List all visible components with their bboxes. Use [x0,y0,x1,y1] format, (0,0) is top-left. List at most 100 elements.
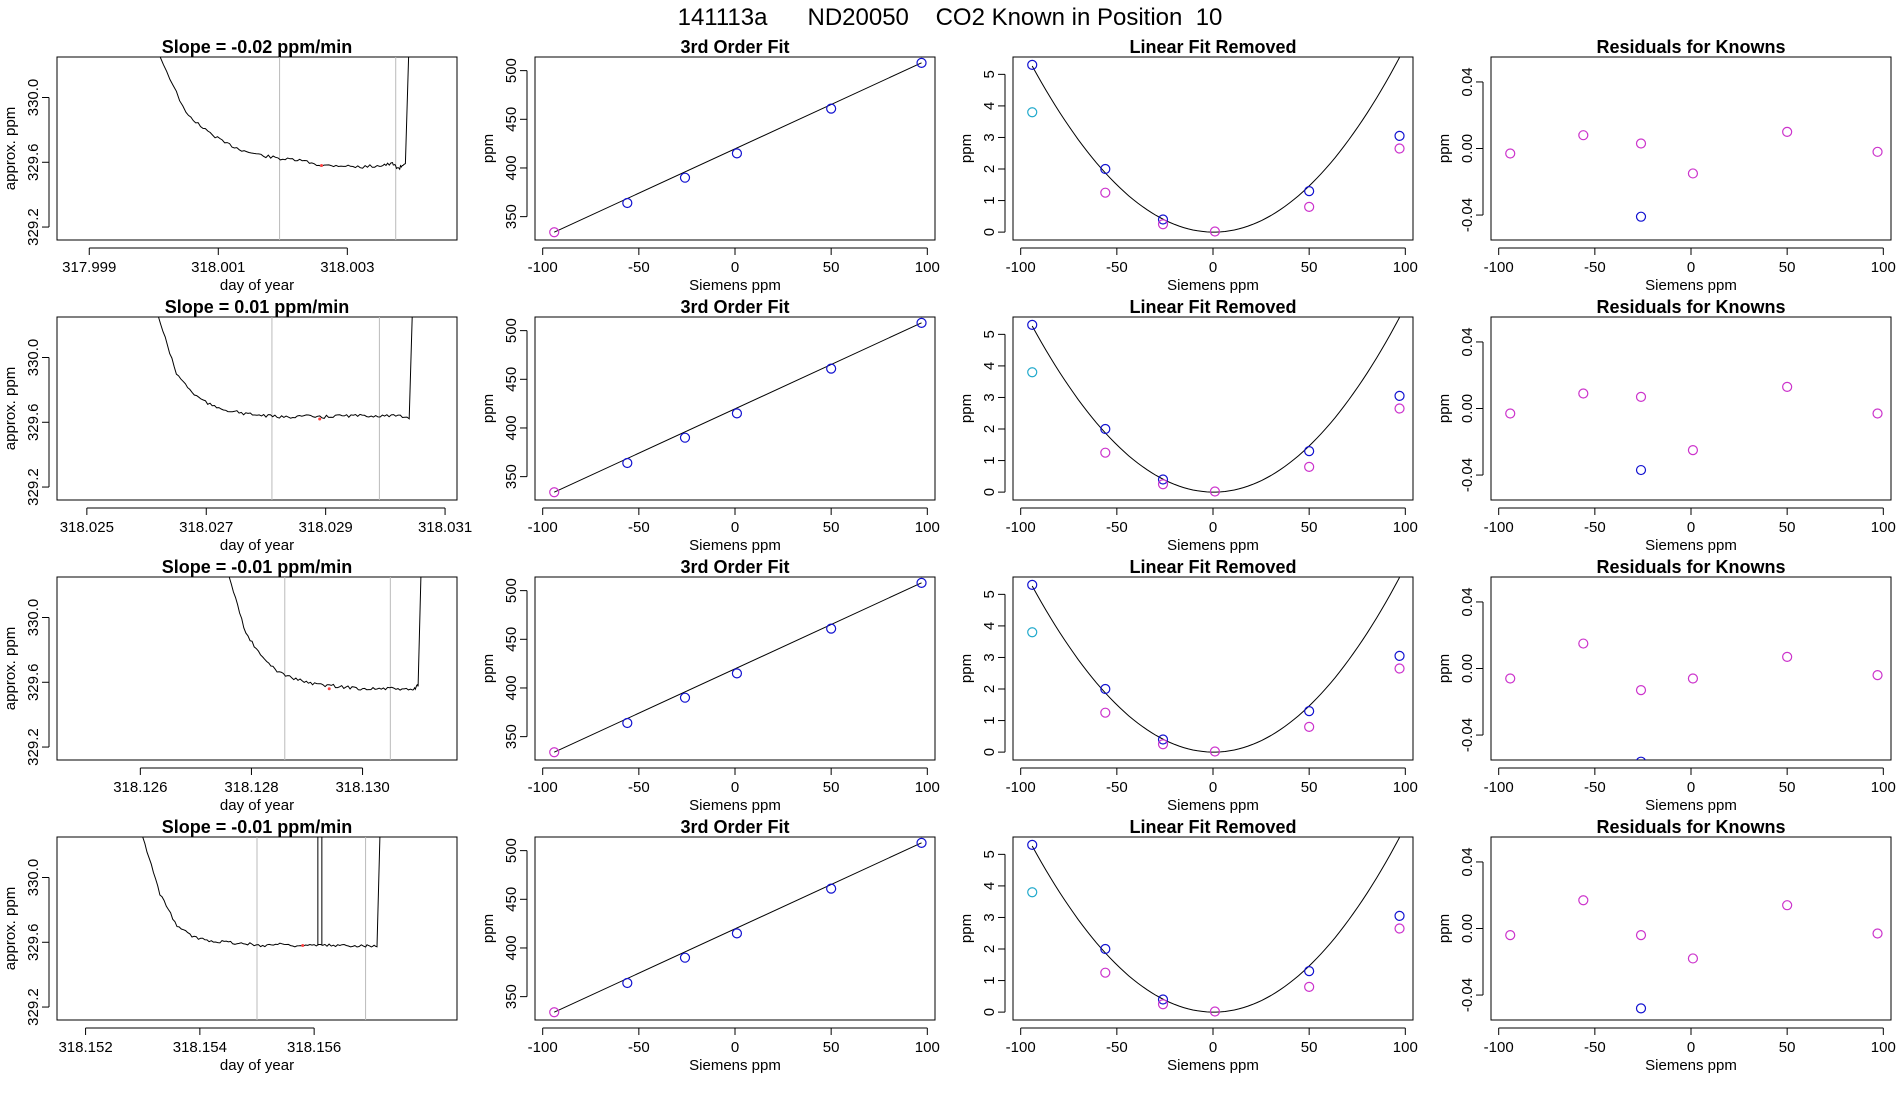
data-point [1027,107,1038,118]
x-tick-label: 50 [1779,1039,1796,1056]
panel-3-3: Residuals for Knowns -100 -50 0 50 100 Siemens… [1436,817,1896,1074]
panel-0-3: Residuals for Knowns -100 -50 0 50 100 Siemens… [1436,37,1896,294]
data-point [1157,214,1169,225]
plot-frame [1012,576,1414,761]
data-point [622,717,633,729]
plot-area [1505,126,1883,222]
data-point [1304,445,1315,457]
data-point [1304,721,1315,732]
data-point [731,928,743,939]
y-tick-label: 4 [981,882,998,890]
x-tick-label: 100 [915,259,940,276]
x-tick-label: -100 [528,259,558,276]
plot-frame [534,576,936,761]
data-point [1394,910,1405,921]
y-tick-label: 329.2 [25,728,42,766]
x-tick-label: -100 [528,519,558,536]
x-tick-label: 50 [1301,519,1318,536]
y-axis-label: ppm [958,134,975,163]
plot-area [549,317,927,498]
y-axis-label: ppm [480,914,497,943]
data-point [1157,999,1169,1010]
plot-area [1027,837,1405,1017]
x-axis-label: Siemens ppm [689,537,781,554]
data-point [1100,943,1111,955]
x-tick-label: -50 [1584,519,1606,536]
plot-area [1027,577,1405,757]
data-point [1687,444,1699,456]
panel-title: Linear Fit Removed [1129,37,1296,57]
x-tick-label: -100 [1006,1039,1036,1056]
y-tick-label: 329.6 [25,923,42,961]
x-tick-label: 50 [1301,259,1318,276]
data-point [731,668,743,679]
plot-frame [1012,56,1414,241]
x-tick-label: 318.029 [299,519,353,536]
x-tick-label: 50 [1779,779,1796,796]
data-point [916,837,927,848]
x-tick-label: 0 [731,779,739,796]
panel-1-0: Slope = 0.01 ppm/min 318.025 318.027 318.02… [2,297,472,554]
y-tick-label: 329.2 [25,988,42,1026]
y-axis-label: approx. ppm [2,627,19,710]
fit-line [554,322,922,493]
panel-title: Linear Fit Removed [1129,297,1296,317]
data-point [549,1007,560,1018]
data-point [1635,1003,1647,1014]
y-tick-label: 500 [503,58,520,83]
data-point [1157,479,1169,490]
y-tick-label: 5 [981,70,998,78]
y-tick-label: 330.0 [25,79,42,117]
panel-title: Slope = -0.02 ppm/min [162,37,353,57]
plot-frame [56,316,458,501]
y-tick-label: 330.0 [25,859,42,897]
y-tick-label: 350 [503,464,520,489]
data-point [826,363,837,374]
x-tick-label: 100 [1393,259,1418,276]
data-point [916,57,927,68]
x-tick-label: 317.999 [62,259,116,276]
data-point [1505,930,1516,941]
data-point [1027,579,1038,590]
fit-curve [1031,837,1400,1013]
panel-title: Slope = -0.01 ppm/min [162,557,353,577]
data-point [1782,126,1793,137]
panel-2-0: Slope = -0.01 ppm/min 318.126 318.128 318.1… [2,557,458,814]
x-tick-label: -50 [1584,779,1606,796]
data-point [1157,994,1169,1005]
y-tick-label: 5 [981,590,998,598]
page-title: 141113a ND20050 CO2 Known in Position 10 [0,4,1900,32]
x-tick-label: -50 [1106,519,1128,536]
y-tick-label: 0.00 [1459,394,1476,423]
x-tick-label: 100 [915,1039,940,1056]
data-point [1100,707,1111,718]
x-tick-label: 50 [823,259,840,276]
y-axis-label: ppm [1436,134,1453,163]
x-tick-label: 318.025 [60,519,114,536]
data-point [826,103,837,114]
y-tick-label: 2 [981,685,998,693]
data-point [1505,408,1516,419]
x-tick-label: 318.152 [58,1039,112,1056]
data-point [1100,683,1111,695]
y-tick-label: 4 [981,102,998,110]
panel-2-1: 3rd Order Fit -100 -50 0 50 100 Siemens ppm 350… [480,557,940,814]
y-tick-label: 0.04 [1459,327,1476,356]
y-tick-label: 5 [981,330,998,338]
data-point [1636,756,1646,760]
x-tick-label: 50 [1779,259,1796,276]
y-tick-label: 0.04 [1459,67,1476,96]
panel-title: Slope = -0.01 ppm/min [162,817,353,837]
data-point [1687,168,1699,179]
panel-0-1: 3rd Order Fit -100 -50 0 50 100 Siemens ppm 350… [480,37,940,294]
x-tick-label: -100 [1006,259,1036,276]
y-tick-label: 0.00 [1459,134,1476,163]
panel-1-3: Residuals for Knowns -100 -50 0 50 100 Siemens… [1436,297,1896,554]
y-tick-label: -0.04 [1459,978,1476,1012]
data-point [1100,967,1111,978]
data-point [1157,734,1169,745]
plot-frame [534,836,936,1021]
x-tick-label: 50 [1779,519,1796,536]
